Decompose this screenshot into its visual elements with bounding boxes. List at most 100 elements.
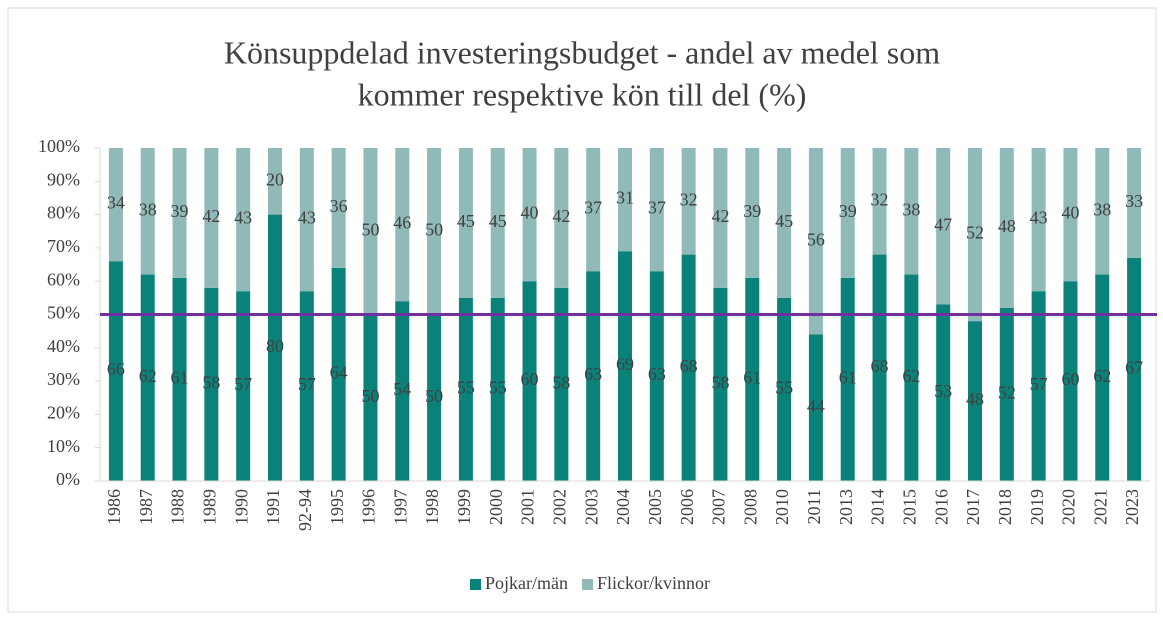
x-tick-label: 92-94 xyxy=(295,489,315,531)
data-label: 67 xyxy=(1125,358,1143,378)
x-tick-label: 2023 xyxy=(1122,489,1142,525)
bar-segment xyxy=(904,148,919,275)
bar-segment xyxy=(172,277,187,481)
y-tick-label: 10% xyxy=(47,436,80,456)
bar-segment xyxy=(395,301,410,481)
x-tick-label: 1995 xyxy=(327,489,347,525)
data-label: 68 xyxy=(871,356,889,376)
data-label: 43 xyxy=(234,208,252,228)
data-label: 57 xyxy=(1030,374,1048,394)
x-tick-label: 1999 xyxy=(454,489,474,525)
x-tick-label: 1986 xyxy=(104,489,124,525)
data-label: 42 xyxy=(552,206,570,226)
bar-segment xyxy=(331,148,346,268)
data-label: 45 xyxy=(457,211,475,231)
data-label: 63 xyxy=(648,364,666,384)
legend-swatch xyxy=(470,579,481,590)
data-label: 44 xyxy=(807,396,825,416)
y-tick-label: 90% xyxy=(47,169,80,189)
bar-segment xyxy=(777,297,792,481)
legend-label: Flickor/kvinnor xyxy=(597,573,710,593)
chart-title: kommer respektive kön till del (%) xyxy=(358,76,807,112)
data-label: 53 xyxy=(934,381,952,401)
bar-segment xyxy=(745,277,760,481)
data-label: 80 xyxy=(266,336,284,356)
data-label: 45 xyxy=(489,211,507,231)
data-label: 58 xyxy=(552,373,570,393)
bar-segment xyxy=(522,281,537,481)
y-tick-label: 70% xyxy=(47,236,80,256)
data-label: 57 xyxy=(298,374,316,394)
x-tick-label: 2010 xyxy=(772,489,792,525)
data-label: 38 xyxy=(1093,199,1111,219)
x-tick-label: 1987 xyxy=(136,489,156,525)
data-label: 46 xyxy=(393,213,411,233)
bar-segment xyxy=(840,148,855,278)
x-tick-label: 1991 xyxy=(263,489,283,525)
bar-segment xyxy=(1095,148,1110,275)
x-tick-label: 2013 xyxy=(836,489,856,525)
data-label: 57 xyxy=(234,374,252,394)
data-label: 62 xyxy=(1093,366,1111,386)
data-label: 32 xyxy=(680,189,698,209)
bar-segment xyxy=(1063,148,1078,282)
x-tick-label: 1990 xyxy=(231,489,251,525)
data-label: 32 xyxy=(871,189,889,209)
data-label: 42 xyxy=(202,206,220,226)
bar-segment xyxy=(713,287,728,481)
bar-segment xyxy=(299,148,314,292)
x-tick-label: 2006 xyxy=(677,489,697,525)
bar-segment xyxy=(1127,148,1142,258)
y-tick-label: 60% xyxy=(47,269,80,289)
data-label: 50 xyxy=(425,219,443,239)
data-label: 61 xyxy=(171,368,189,388)
data-label: 58 xyxy=(711,373,729,393)
data-label: 45 xyxy=(775,211,793,231)
data-label: 39 xyxy=(171,201,189,221)
chart-border xyxy=(7,7,1157,613)
bar-segment xyxy=(268,214,282,481)
bar-segment xyxy=(458,148,473,298)
data-label: 40 xyxy=(1061,203,1079,223)
bar-segment xyxy=(936,304,951,481)
bar-segment xyxy=(204,148,219,288)
data-label: 33 xyxy=(1125,191,1143,211)
x-tick-label: 2017 xyxy=(963,489,983,525)
bar-segment xyxy=(236,291,251,481)
data-label: 54 xyxy=(393,379,411,399)
bar-segment xyxy=(999,307,1014,481)
data-label: 48 xyxy=(966,389,984,409)
bar-segment xyxy=(999,148,1014,308)
x-tick-label: 2004 xyxy=(613,489,633,525)
bar-segment xyxy=(872,148,887,255)
bar-segment xyxy=(1031,148,1046,292)
data-label: 62 xyxy=(902,366,920,386)
data-label: 55 xyxy=(489,378,507,398)
x-tick-label: 1989 xyxy=(199,489,219,525)
data-label: 34 xyxy=(107,193,125,213)
data-label: 60 xyxy=(521,369,539,389)
bar-segment xyxy=(840,277,855,481)
data-label: 69 xyxy=(616,354,634,374)
y-tick-label: 50% xyxy=(47,303,80,323)
legend-label: Pojkar/män xyxy=(485,573,568,593)
data-label: 58 xyxy=(202,373,220,393)
bar-segment xyxy=(904,274,919,481)
bar-segment xyxy=(299,291,314,481)
bar-segment xyxy=(618,251,632,481)
legend-swatch xyxy=(582,579,593,590)
bar-segment xyxy=(872,254,887,481)
bar-segment xyxy=(204,287,219,481)
bar-segment xyxy=(490,297,505,481)
x-tick-label: 1997 xyxy=(390,489,410,525)
data-label: 31 xyxy=(616,188,634,208)
data-label: 38 xyxy=(902,199,920,219)
data-label: 66 xyxy=(107,359,125,379)
bar-segment xyxy=(586,148,601,272)
bar-segment xyxy=(745,148,760,278)
bar-segment xyxy=(618,148,632,252)
x-tick-label: 2002 xyxy=(549,489,569,525)
bar-segment xyxy=(427,148,442,315)
x-tick-label: 2016 xyxy=(931,489,951,525)
